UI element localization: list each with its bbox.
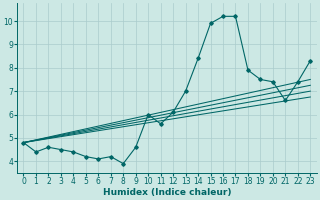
X-axis label: Humidex (Indice chaleur): Humidex (Indice chaleur) — [103, 188, 231, 197]
